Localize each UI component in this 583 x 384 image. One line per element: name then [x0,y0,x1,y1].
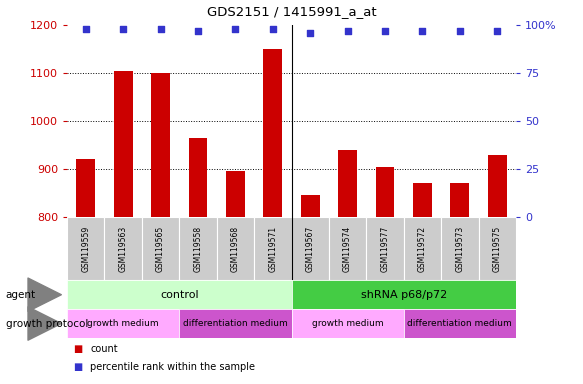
Text: GSM119563: GSM119563 [119,225,128,272]
Bar [151,73,170,217]
Point [268,26,278,32]
Text: GDS2151 / 1415991_a_at: GDS2151 / 1415991_a_at [207,5,376,18]
Bar [479,217,516,280]
Text: GSM119559: GSM119559 [81,225,90,272]
Text: ■: ■ [73,362,82,372]
Bar [264,49,282,217]
Bar [67,217,104,280]
Bar [441,217,479,280]
Bar [366,217,403,280]
Text: GSM119573: GSM119573 [455,225,464,272]
Text: GSM119577: GSM119577 [381,225,389,272]
Text: ■: ■ [73,344,82,354]
Text: GSM119571: GSM119571 [268,225,278,272]
Text: agent: agent [6,290,36,300]
Point [305,30,315,36]
Bar [226,171,245,217]
Bar [413,184,432,217]
Text: GSM119567: GSM119567 [305,225,315,272]
Text: percentile rank within the sample: percentile rank within the sample [90,362,255,372]
Bar [451,184,469,217]
Bar [301,195,319,217]
Bar [375,167,394,217]
Bar [488,154,507,217]
Bar [142,217,180,280]
Bar [179,217,217,280]
Bar [104,217,142,280]
Text: GSM119558: GSM119558 [194,225,202,272]
Point [493,28,502,34]
Point [156,26,165,32]
Text: growth medium: growth medium [312,319,384,328]
Bar [403,217,441,280]
Point [81,26,90,32]
Text: GSM119568: GSM119568 [231,225,240,272]
Point [343,28,352,34]
Bar [329,217,366,280]
Text: GSM119565: GSM119565 [156,225,165,272]
Bar [292,217,329,280]
Point [118,26,128,32]
Bar [189,138,208,217]
Bar [217,217,254,280]
Text: growth medium: growth medium [87,319,159,328]
Bar [338,150,357,217]
Point [418,28,427,34]
Bar [292,280,516,309]
Point [231,26,240,32]
Text: differentiation medium: differentiation medium [408,319,512,328]
Text: GSM119572: GSM119572 [418,225,427,272]
Text: differentiation medium: differentiation medium [183,319,288,328]
Point [380,28,389,34]
Bar [403,309,516,338]
Text: count: count [90,344,118,354]
Bar [76,159,95,217]
Bar [114,71,132,217]
Bar [67,280,292,309]
Point [455,28,465,34]
Text: GSM119575: GSM119575 [493,225,502,272]
Bar [179,309,292,338]
Bar [67,309,179,338]
Text: growth protocol: growth protocol [6,318,88,329]
Text: shRNA p68/p72: shRNA p68/p72 [361,290,447,300]
Point [194,28,203,34]
Bar [292,309,403,338]
Text: GSM119574: GSM119574 [343,225,352,272]
Text: control: control [160,290,199,300]
Bar [254,217,292,280]
